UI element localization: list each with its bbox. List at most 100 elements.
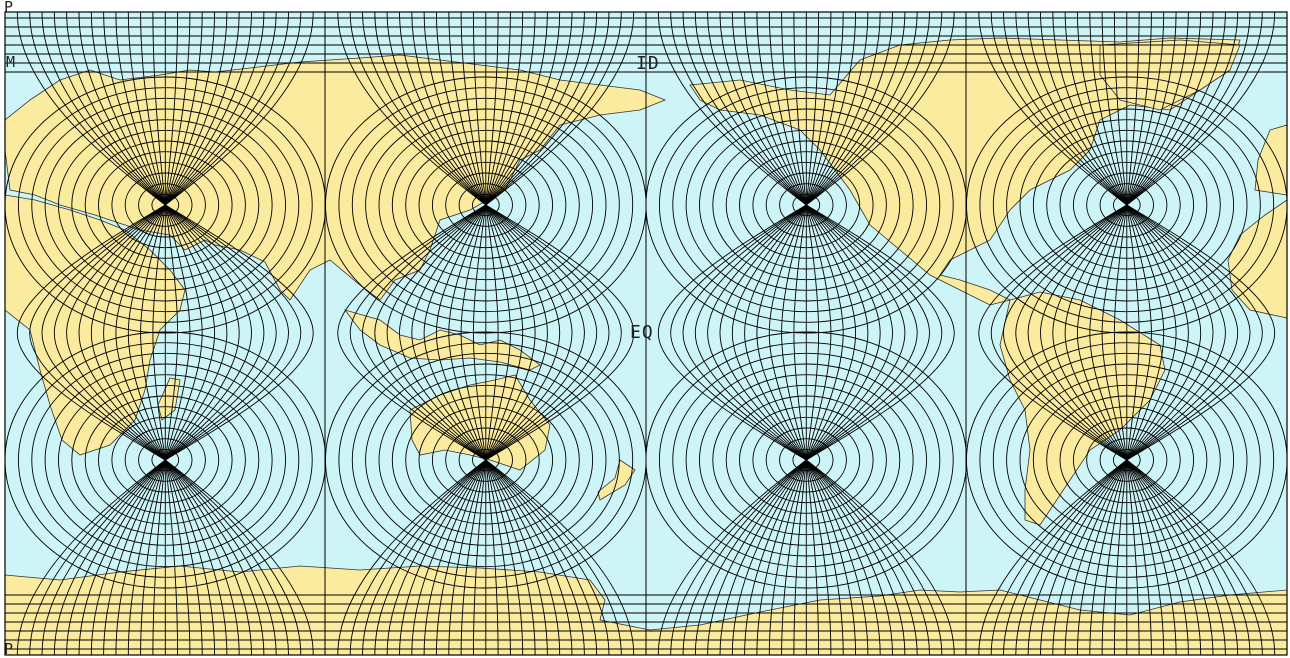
parallel-ring: [418, 151, 554, 259]
meridian-line: [1040, 11, 1128, 656]
meridian-line: [53, 11, 166, 656]
meridian-line: [805, 11, 943, 656]
corner-label-top: P: [4, 0, 14, 16]
parallel-ring: [685, 108, 927, 302]
parallel-ring: [71, 129, 260, 281]
parallel-ring: [1032, 384, 1221, 536]
meridian-line: [805, 11, 930, 656]
parallel-ring: [391, 384, 580, 536]
side-label-left: M: [6, 53, 16, 71]
parallel-ring: [458, 183, 513, 227]
parallel-ring: [685, 363, 927, 557]
center-label-mid: EQ: [630, 322, 654, 343]
meridian-line: [164, 11, 228, 656]
parallel-ring: [445, 172, 527, 238]
parallel-ring: [1006, 363, 1248, 557]
parallel-ring: [151, 448, 180, 472]
meridian-line: [1126, 11, 1214, 656]
meridian-line: [399, 11, 487, 656]
parallel-ring: [111, 416, 220, 504]
eurasia: [4, 54, 667, 301]
meridian-line: [485, 11, 622, 656]
parallel-ring: [979, 342, 1275, 578]
africa: [4, 194, 186, 456]
meridian-line: [485, 11, 598, 656]
center-label-top: ID: [636, 53, 660, 74]
parallel-ring: [471, 448, 500, 472]
meridian-line: [435, 11, 487, 656]
parallel-ring: [658, 87, 954, 323]
parallel-ring: [365, 363, 607, 557]
south-america: [999, 291, 1166, 526]
parallel-ring: [1112, 193, 1141, 217]
meridian-line: [756, 11, 807, 656]
parallel-ring: [378, 374, 594, 546]
meridian-line: [1126, 11, 1165, 656]
meridian-line: [485, 11, 524, 656]
parallel-ring: [779, 438, 834, 482]
parallel-ring: [84, 140, 246, 270]
parallel-ring: [351, 97, 620, 313]
parallel-ring: [431, 161, 540, 249]
parallel-ring: [1086, 172, 1168, 238]
parallel-ring: [98, 406, 233, 514]
parallel-ring: [1099, 183, 1154, 227]
parallel-ring: [151, 193, 180, 217]
parallel-ring: [1059, 406, 1195, 514]
parallel-ring: [31, 352, 300, 568]
meridian-line: [805, 11, 869, 656]
parallel-ring: [992, 352, 1261, 568]
parallel-ring: [418, 406, 554, 514]
meridian-line: [1126, 11, 1239, 656]
parallel-ring: [1019, 119, 1235, 291]
meridian-line: [41, 11, 167, 656]
parallel-ring: [752, 161, 861, 249]
parallel-ring: [58, 119, 273, 291]
meridian-line: [115, 11, 166, 656]
parallel-ring: [792, 448, 821, 472]
meridian-line: [164, 11, 252, 656]
meridian-line: [744, 11, 807, 656]
parallel-ring: [1112, 448, 1141, 472]
graticule: [4, 11, 1288, 656]
parallel-ring: [739, 406, 874, 514]
parallel-ring: [365, 108, 607, 302]
parallel-ring: [765, 172, 847, 238]
parallel-ring: [992, 97, 1261, 313]
parallel-ring: [699, 119, 914, 291]
meridian-line: [127, 11, 166, 656]
meridian-line: [694, 11, 807, 656]
parallel-ring: [658, 342, 954, 578]
meridian-line: [805, 11, 893, 656]
meridian-line: [1076, 11, 1128, 656]
parallel-ring: [672, 97, 941, 313]
meridian-line: [362, 11, 487, 656]
meridian-line: [349, 11, 487, 656]
parallel-ring: [378, 119, 594, 291]
meridian-line: [731, 11, 807, 656]
parallel-ring: [44, 108, 286, 302]
meridian-line: [1064, 11, 1128, 656]
maritime-southeast-asia: [343, 309, 541, 371]
parallel-ring: [712, 384, 901, 536]
meridian-line: [485, 11, 536, 656]
meridian-line: [485, 11, 573, 656]
parallel-ring: [672, 352, 941, 568]
parallel-ring: [1086, 427, 1168, 493]
corner-label-bottom: P: [4, 640, 14, 658]
meridian-line: [805, 11, 918, 656]
parallel-ring: [31, 97, 300, 313]
parallel-ring: [1046, 140, 1208, 270]
parallel-ring: [17, 342, 313, 578]
parallel-ring: [712, 129, 901, 281]
meridian-line: [805, 11, 857, 656]
parallel-ring: [351, 352, 620, 568]
parallel-ring: [1032, 129, 1221, 281]
parallel-ring: [138, 438, 193, 482]
parallel-ring: [792, 193, 821, 217]
meridian-line: [1126, 11, 1177, 656]
parallel-ring: [725, 140, 887, 270]
meridian-line: [682, 11, 808, 656]
meridian-line: [805, 11, 881, 656]
meridian-line: [670, 11, 808, 656]
